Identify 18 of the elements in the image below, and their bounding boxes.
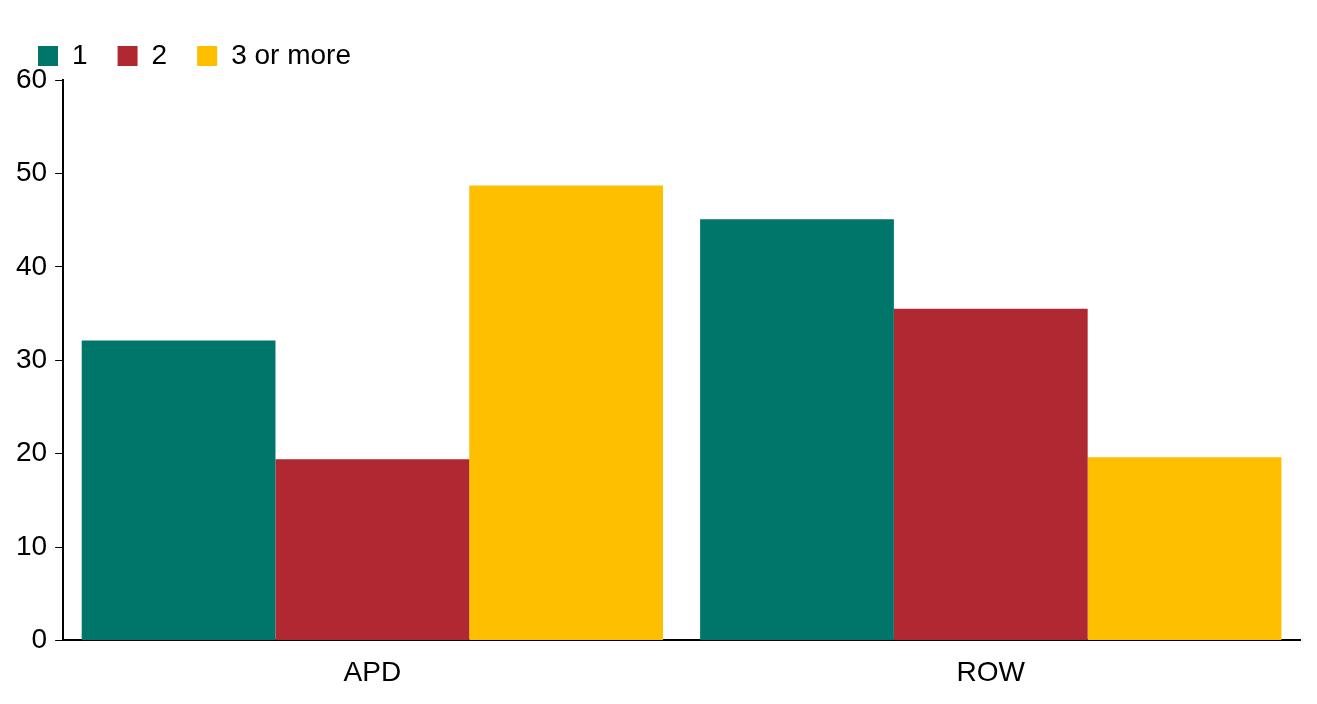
legend-label: 2 — [151, 38, 168, 70]
bar — [469, 185, 664, 640]
y-tick-label: 20 — [15, 436, 48, 468]
x-tick-label: ROW — [956, 655, 1026, 687]
y-tick-label: 40 — [15, 249, 48, 281]
bar — [1087, 457, 1282, 640]
bar — [275, 459, 470, 640]
y-tick-label: 50 — [15, 156, 48, 188]
bar — [81, 340, 276, 640]
y-tick-label: 60 — [15, 62, 48, 94]
y-tick-label: 30 — [15, 342, 48, 374]
bar — [893, 308, 1088, 640]
y-tick-label: 10 — [15, 529, 48, 561]
bar — [700, 219, 894, 640]
legend-label: 1 — [72, 38, 88, 70]
legend-label: 3 or more — [231, 38, 351, 70]
x-tick-label: APD — [343, 655, 402, 687]
y-tick-label: 0 — [31, 623, 48, 655]
